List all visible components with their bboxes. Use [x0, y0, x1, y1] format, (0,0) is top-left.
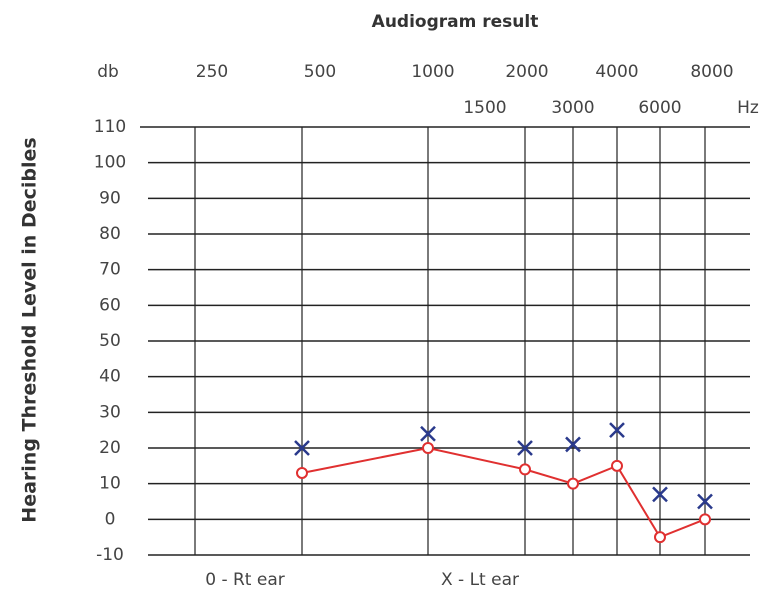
y-tick-label: 10: [99, 474, 121, 494]
marker: [611, 459, 623, 472]
marker: [519, 463, 531, 476]
y-tick-label: 20: [99, 438, 121, 458]
x-tick-label: 250: [196, 62, 228, 82]
y-tick-label: 50: [99, 331, 121, 351]
chart-title: Audiogram result: [372, 12, 539, 32]
y-tick-label: 0: [105, 509, 116, 529]
marker: [296, 466, 308, 479]
y-unit: db: [97, 62, 119, 82]
marker: [697, 493, 713, 510]
x-tick-label: 6000: [638, 98, 681, 118]
legend-entry: 0 - Rt ear: [205, 570, 285, 590]
x-tick-label: 8000: [690, 62, 733, 82]
marker: [567, 477, 579, 490]
marker: [654, 531, 666, 544]
y-tick-label: 40: [99, 367, 121, 387]
marker: [699, 513, 711, 526]
y-axis-label: Hearing Threshold Level in Decibles: [19, 137, 41, 522]
marker: [652, 486, 668, 503]
series-line: [301, 446, 706, 539]
y-tick-label: 100: [94, 153, 126, 173]
x-tick-label: 4000: [595, 62, 638, 82]
marker: [565, 436, 581, 453]
y-tick-label: 110: [94, 117, 126, 137]
marker: [609, 422, 625, 439]
x-tick-label: 3000: [551, 98, 594, 118]
marker: [294, 440, 310, 456]
y-tick-label: 60: [99, 295, 121, 315]
x-tick-label: 1000: [411, 62, 454, 82]
x-tick-label: 1500: [463, 98, 506, 118]
y-tick-label: 70: [99, 260, 121, 280]
y-tick-label: 80: [99, 224, 121, 244]
marker: [420, 425, 436, 442]
x-unit: Hz: [737, 98, 759, 118]
legend-entry: X - Lt ear: [441, 570, 519, 590]
x-tick-label: 500: [304, 62, 336, 82]
y-tick-label: 90: [99, 188, 121, 208]
y-tick-label: -10: [96, 545, 124, 565]
y-tick-label: 30: [99, 402, 121, 422]
marker: [422, 442, 434, 454]
x-tick-label: 2000: [505, 62, 548, 82]
marker: [517, 440, 533, 456]
